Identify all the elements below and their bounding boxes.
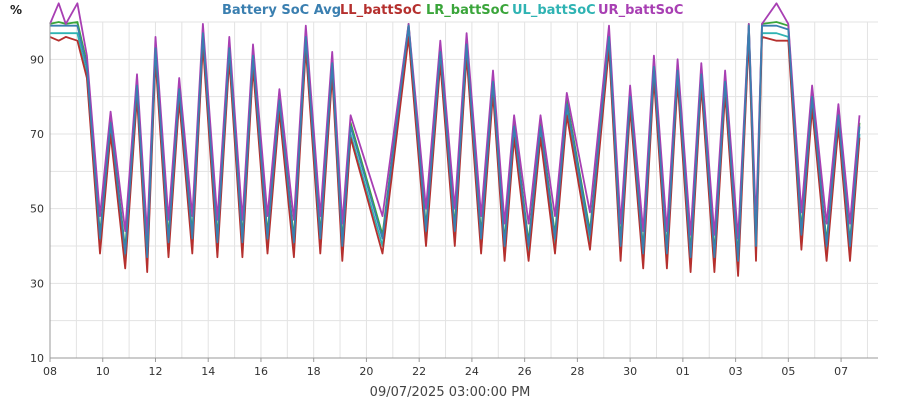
y-tick-label: 50 [30,203,44,216]
x-tick-label: 05 [781,365,795,378]
series-layer [49,2,861,277]
y-tick-label: 70 [30,128,44,141]
y-tick-labels: 10 30 50 70 90 [30,53,44,365]
x-tick-labels: 08 10 12 14 16 18 20 22 24 26 28 30 01 03 05 07 [43,358,848,378]
x-tick-label: 18 [307,365,321,378]
axes [49,22,878,359]
x-axis-label: 09/07/2025 03:00:00 PM [370,385,531,400]
x-tick-label: 30 [623,365,637,378]
x-tick-label: 08 [43,365,57,378]
x-tick-label: 10 [96,365,110,378]
x-tick-label: 20 [359,365,373,378]
x-tick-label: 07 [834,365,848,378]
series-line [50,24,861,262]
x-tick-label: 24 [465,365,479,378]
x-tick-label: 12 [148,365,162,378]
x-tick-label: 14 [201,365,215,378]
legend-entry: Battery SoC Avg [222,3,341,18]
x-tick-label: 03 [729,365,743,378]
y-tick-label: 30 [30,277,44,290]
y-tick-label: 90 [30,53,44,66]
y-axis-label: % [10,3,22,17]
legend-entry: LL_battSoC [340,3,421,18]
x-tick-label: 16 [254,365,268,378]
x-tick-label: 01 [676,365,690,378]
y-tick-label: 10 [30,352,44,365]
legend-entry: UL_battSoC [512,3,596,18]
legend-entry: UR_battSoC [598,3,683,18]
x-tick-label: 22 [412,365,426,378]
x-tick-label: 26 [518,365,532,378]
legend-entry: LR_battSoC [426,3,509,18]
x-tick-label: 28 [570,365,584,378]
